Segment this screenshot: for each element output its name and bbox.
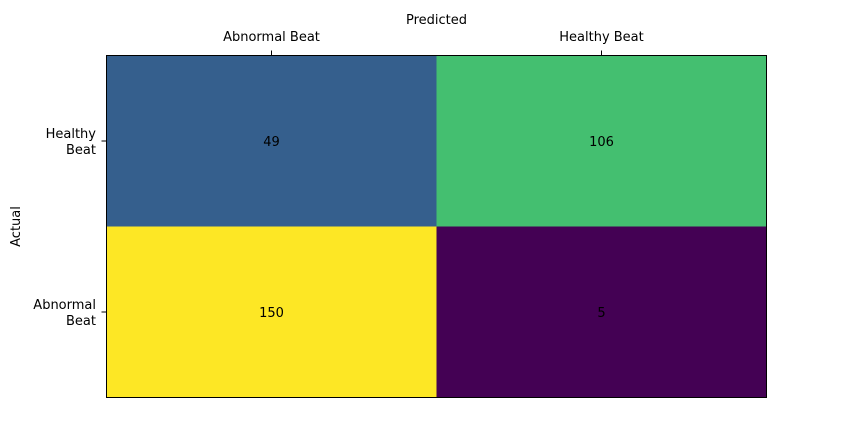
x-tick-label: Healthy Beat	[559, 30, 644, 45]
y-axis-label: Actual	[9, 206, 24, 247]
heatmap-cell	[106, 226, 437, 398]
x-axis-label: Predicted	[406, 13, 467, 28]
heatmap-cell	[436, 55, 767, 227]
cell-value-label: 150	[259, 306, 284, 321]
y-axis-ticks: Healthy Beat Abnormal Beat	[33, 127, 107, 329]
y-tick-label: Abnormal Beat	[33, 298, 96, 329]
plot-frame	[106, 55, 767, 398]
x-axis-ticks: Abnormal Beat Healthy Beat	[223, 30, 644, 56]
heatmap-cell	[436, 226, 767, 398]
cell-value-labels: 49 106 150 5	[259, 135, 614, 321]
cell-value-label: 106	[589, 135, 614, 150]
cell-value-label: 49	[263, 135, 280, 150]
y-tick-label: Healthy Beat	[46, 127, 97, 158]
x-tick-label: Abnormal Beat	[223, 30, 320, 45]
cell-value-label: 5	[597, 306, 605, 321]
heatmap-cell	[106, 55, 437, 227]
heatmap-cells	[106, 55, 767, 398]
